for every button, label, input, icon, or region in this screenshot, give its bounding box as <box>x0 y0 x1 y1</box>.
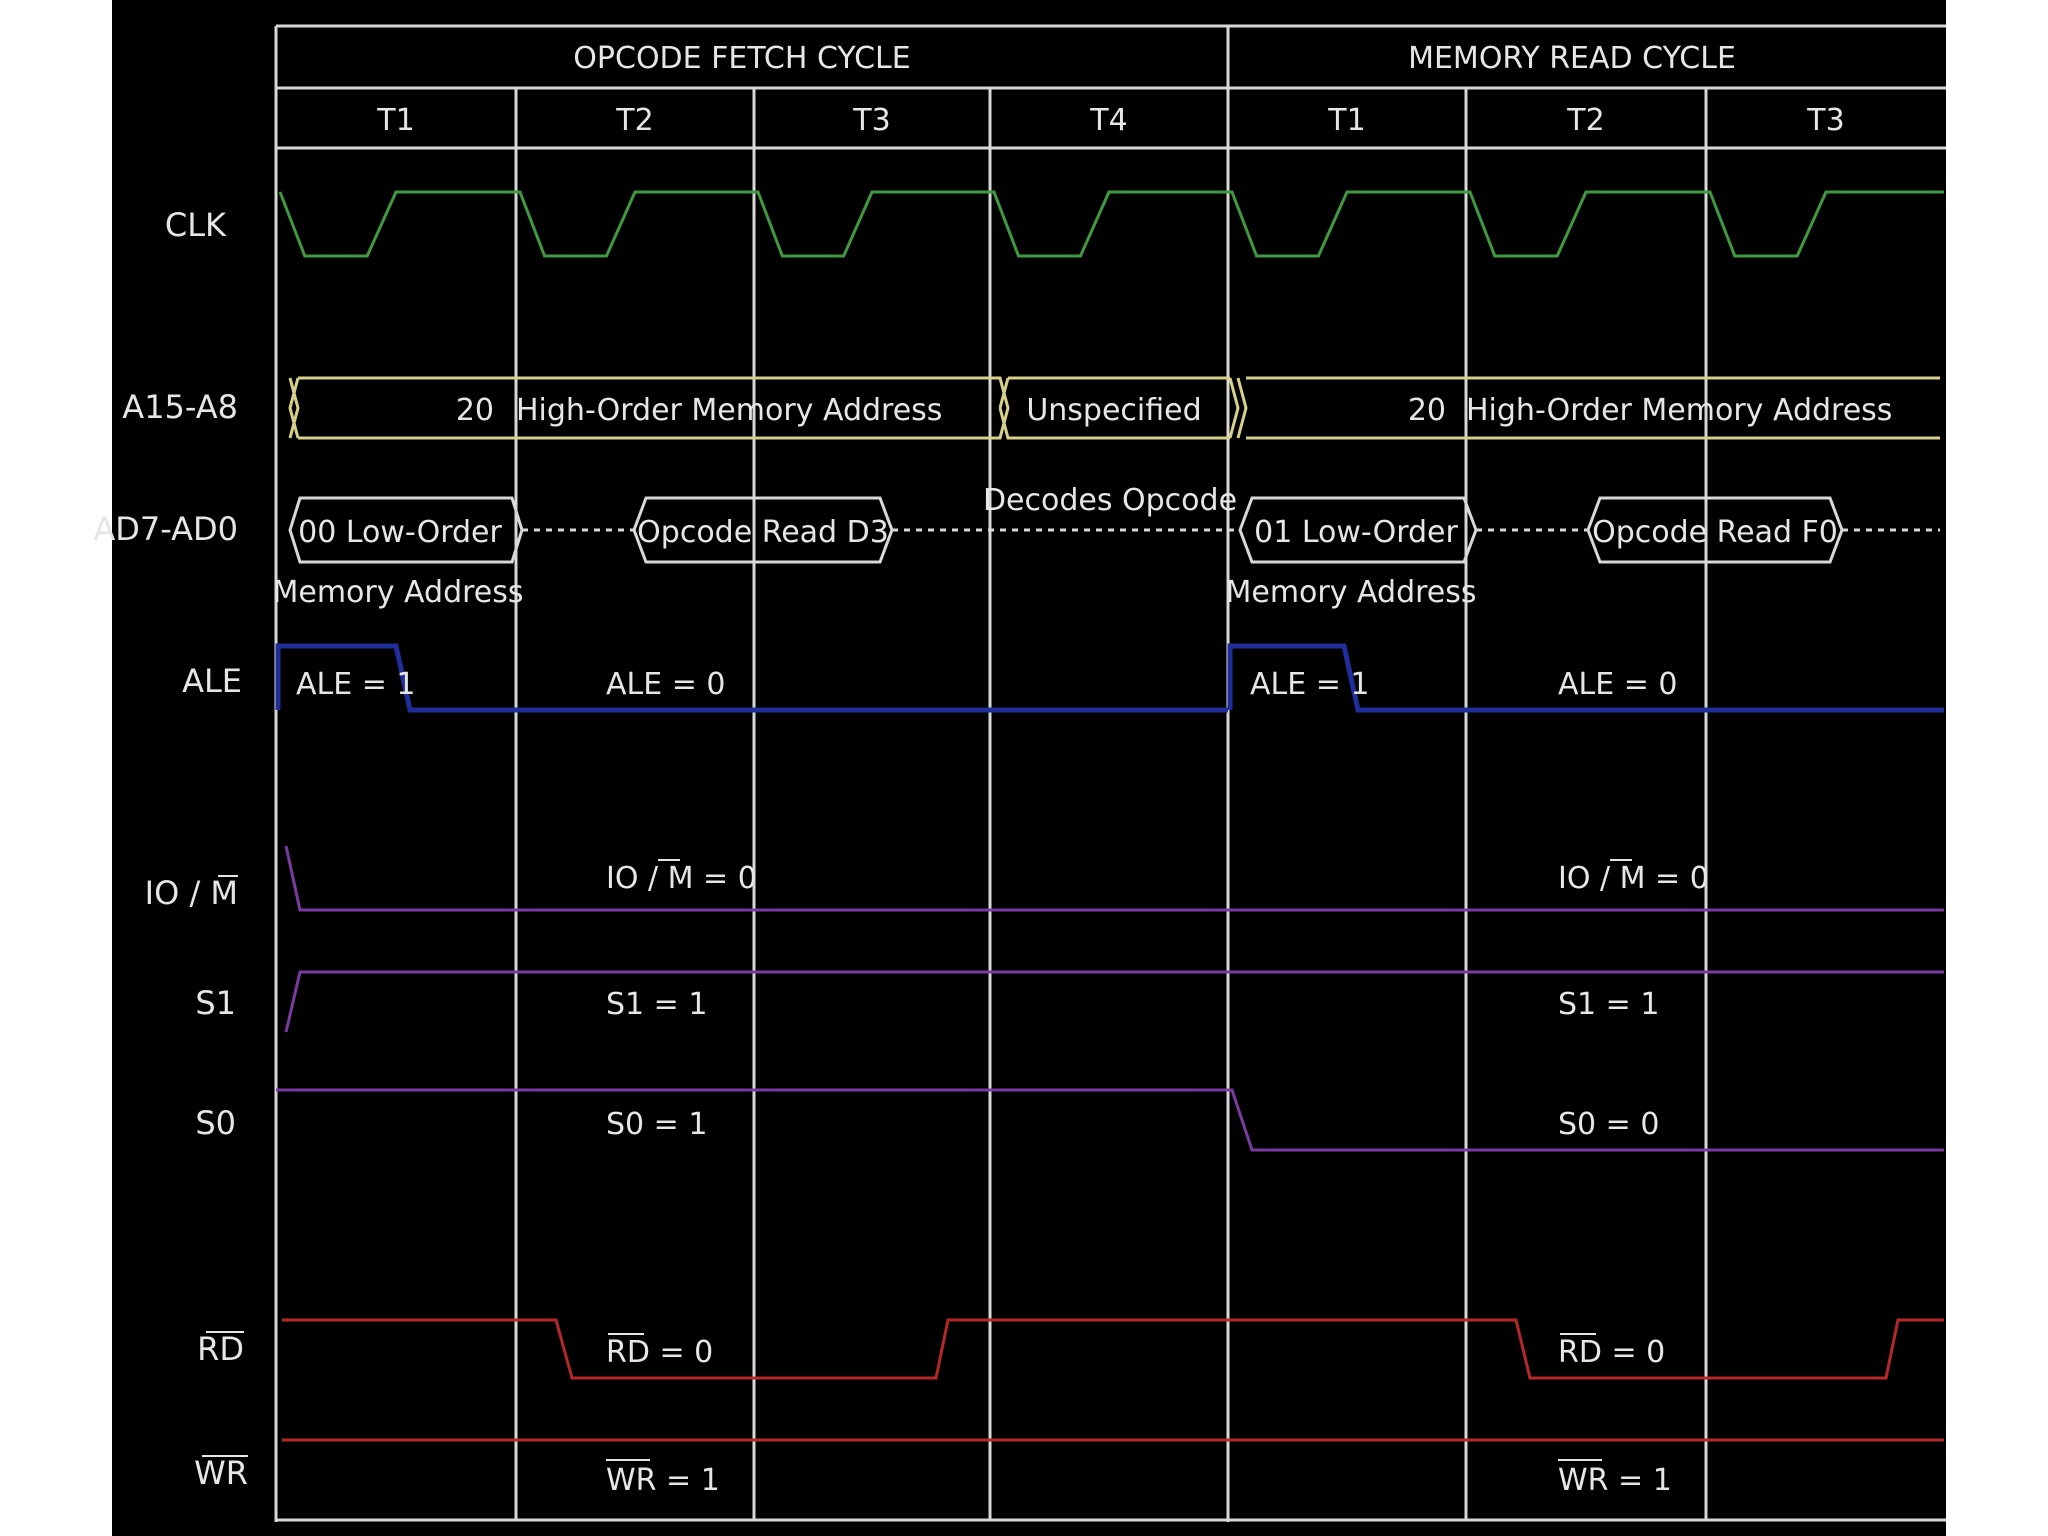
io-m-fetch-annotation: IO / M = 0 <box>606 861 757 896</box>
wr-read-annotation: WR = 1 <box>1558 1463 1672 1498</box>
ale-waveform <box>275 643 1944 713</box>
diagram-background <box>112 0 1946 1536</box>
state-t3-fetch: T3 <box>852 103 890 138</box>
signal-io-m-label: IO / M <box>145 874 238 912</box>
s0-fetch-annotation: S0 = 1 <box>606 1107 707 1142</box>
ale-fetch-t2-annotation: ALE = 0 <box>606 667 726 702</box>
ale-read-t2-annotation: ALE = 0 <box>1558 667 1678 702</box>
rd-read-annotation: RD = 0 <box>1558 1335 1665 1370</box>
state-t3-read: T3 <box>1806 103 1844 138</box>
a15-a8-t4-segment <box>998 376 1240 440</box>
s1-waveform <box>284 970 1944 1033</box>
s1-fetch-annotation: S1 = 1 <box>606 987 707 1022</box>
state-t4-fetch: T4 <box>1089 103 1127 138</box>
state-t2-read: T2 <box>1566 103 1604 138</box>
a15-a8-fetch-value: 20 <box>456 393 494 428</box>
ad7-ad0-read-low-label: 01 Low-Order <box>1254 515 1458 550</box>
signal-s0-label: S0 <box>195 1104 236 1142</box>
ale-fetch-pulse <box>275 643 1228 713</box>
s1-read-annotation: S1 = 1 <box>1558 987 1659 1022</box>
state-t1-read: T1 <box>1327 103 1365 138</box>
header-grid <box>274 24 1946 1522</box>
ale-fetch-t1-annotation: ALE = 1 <box>296 667 416 702</box>
a15-a8-bus <box>288 376 1940 440</box>
s0-read-annotation: S0 = 0 <box>1558 1107 1659 1142</box>
ale-read-pulse <box>1227 643 1944 713</box>
a15-a8-read-label: High-Order Memory Address <box>1466 393 1892 428</box>
signal-rd-label: RD <box>197 1330 244 1368</box>
ale-read-t1-annotation: ALE = 1 <box>1250 667 1370 702</box>
memory-read-cycle-header: MEMORY READ CYCLE <box>1408 41 1736 76</box>
rd-wr-waveforms <box>282 1318 1944 1442</box>
a15-a8-t4-label: Unspecified <box>1026 393 1201 428</box>
a15-a8-fetch-segment <box>288 376 1010 440</box>
ad7-ad0-fetch-opcode-label: Opcode Read D3 <box>637 515 889 550</box>
status-waveforms <box>276 845 1944 1152</box>
signal-ale-label: ALE <box>182 662 242 700</box>
ad7-ad0-fetch-low-label: 00 Low-Order <box>298 515 502 550</box>
rd-waveform <box>282 1318 1944 1380</box>
state-t2-fetch: T2 <box>615 103 653 138</box>
signal-clk-label: CLK <box>165 206 227 244</box>
rd-fetch-annotation: RD = 0 <box>606 1335 713 1370</box>
clk-trace <box>278 190 1944 258</box>
ad7-ad0-fetch-low-label-line2: Memory Address <box>272 575 523 610</box>
state-t1-fetch: T1 <box>376 103 414 138</box>
opcode-fetch-cycle-header: OPCODE FETCH CYCLE <box>573 41 910 76</box>
signal-wr-label: WR <box>194 1454 248 1492</box>
wr-fetch-annotation: WR = 1 <box>606 1463 720 1498</box>
ad7-ad0-t4-label: Decodes Opcode <box>983 483 1237 518</box>
signal-a15-a8-label: A15-A8 <box>122 388 238 426</box>
a15-a8-read-value: 20 <box>1408 393 1446 428</box>
ad7-ad0-read-opcode-label: Opcode Read F0 <box>1592 515 1838 550</box>
a15-a8-fetch-label: High-Order Memory Address <box>516 393 942 428</box>
a15-a8-read-segment <box>1236 376 1940 440</box>
signal-s1-label: S1 <box>195 984 236 1022</box>
clk-waveform <box>278 190 1944 258</box>
ad7-ad0-read-low-label-line2: Memory Address <box>1225 575 1476 610</box>
io-m-waveform <box>284 845 1944 912</box>
s0-waveform <box>276 1088 1944 1152</box>
signal-ad7-ad0-label: AD7-AD0 <box>93 510 238 548</box>
ad7-ad0-bus <box>288 496 1940 564</box>
io-m-read-annotation: IO / M = 0 <box>1558 861 1709 896</box>
